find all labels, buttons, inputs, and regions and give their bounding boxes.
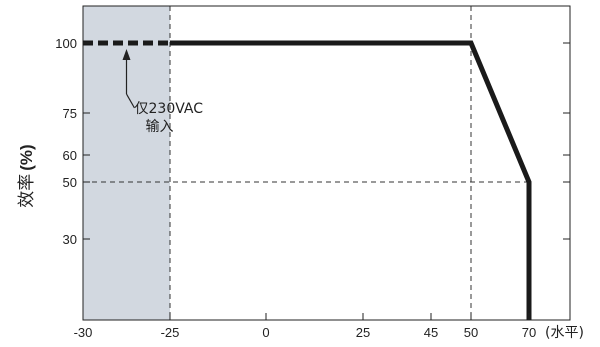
y-tick-label: 60 [63, 148, 77, 163]
series-line-solid [170, 40, 532, 320]
y-axis-label: 效率 [17, 174, 37, 208]
x-tick-label: 50 [464, 325, 478, 340]
annotation-line-2: 输入 [146, 119, 174, 135]
x-tick-label: 70 [522, 325, 536, 340]
annotation-line-1: 仅230VAC [135, 101, 204, 117]
x-tick-label: -30 [74, 325, 93, 340]
x-tick-label: 45 [424, 325, 438, 340]
x-tick-label: -25 [161, 325, 180, 340]
x-tick-label: 0 [262, 325, 269, 340]
y-axis-unit: (%) [17, 144, 36, 170]
svg-text:效率(%): 效率 (%) [17, 144, 37, 207]
y-tick-label: 75 [63, 106, 77, 121]
y-tick-label: 50 [63, 175, 77, 190]
annotation-leader [125, 93, 136, 109]
y-tick-label: 100 [55, 36, 77, 51]
annotation-arrow-head [122, 49, 131, 60]
plot-frame [82, 5, 571, 321]
x-axis-label: (水平) [545, 325, 584, 341]
y-tick-label: 30 [63, 232, 77, 247]
x-tick-label: 25 [356, 325, 370, 340]
